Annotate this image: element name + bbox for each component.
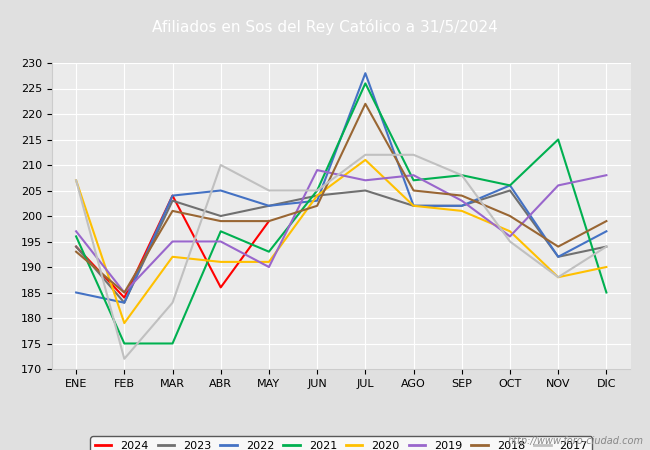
Legend: 2024, 2023, 2022, 2021, 2020, 2019, 2018, 2017: 2024, 2023, 2022, 2021, 2020, 2019, 2018… xyxy=(90,436,592,450)
Text: http://www.foro-ciudad.com: http://www.foro-ciudad.com xyxy=(508,436,644,446)
Text: Afiliados en Sos del Rey Católico a 31/5/2024: Afiliados en Sos del Rey Católico a 31/5… xyxy=(152,19,498,35)
